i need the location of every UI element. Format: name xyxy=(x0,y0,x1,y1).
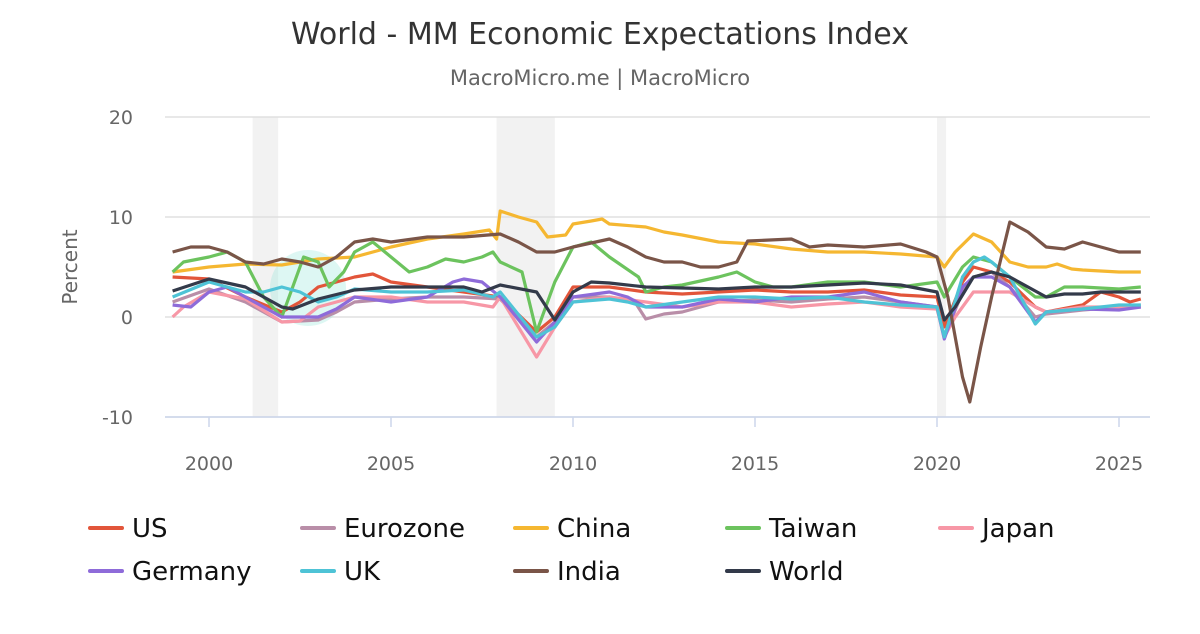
y-tick-label: 20 xyxy=(109,107,133,129)
legend-label: Germany xyxy=(132,557,252,587)
series-line-uk xyxy=(171,255,1141,339)
legend-item-china[interactable]: China xyxy=(513,514,631,544)
legend-label: Taiwan xyxy=(768,514,857,544)
legend-label: World xyxy=(769,557,844,587)
y-axis-label: Percent xyxy=(58,229,82,304)
x-tick-label: 2015 xyxy=(731,453,779,475)
recession-band xyxy=(252,117,279,417)
series-line-japan xyxy=(171,290,1141,359)
legend-item-germany[interactable]: Germany xyxy=(88,557,252,587)
legend-label: Eurozone xyxy=(344,514,465,544)
series-line-world xyxy=(172,270,1141,322)
series-line-germany xyxy=(172,275,1142,344)
y-tick-label: 0 xyxy=(121,307,133,329)
x-tick-label: 2020 xyxy=(913,453,961,475)
legend-label: US xyxy=(132,514,168,544)
x-tick-label: 2000 xyxy=(185,453,233,475)
x-tick-label: 2025 xyxy=(1095,453,1143,475)
legend-item-world[interactable]: World xyxy=(725,557,844,587)
legend-item-india[interactable]: India xyxy=(513,557,621,587)
recession-band xyxy=(937,117,947,417)
y-tick-label: 10 xyxy=(109,207,133,229)
x-tick-label: 2010 xyxy=(549,453,597,475)
x-tick-label: 2005 xyxy=(367,453,415,475)
legend-item-japan[interactable]: Japan xyxy=(938,514,1055,544)
legend-label: India xyxy=(557,557,621,587)
recession-band xyxy=(496,117,555,417)
legend-label: China xyxy=(557,514,631,544)
legend-label: UK xyxy=(344,557,381,587)
legend-item-eurozone[interactable]: Eurozone xyxy=(300,514,465,544)
y-tick-label: -10 xyxy=(102,407,133,429)
series-line-china xyxy=(172,209,1141,274)
legend-item-uk[interactable]: UK xyxy=(300,557,381,587)
series-line-india xyxy=(172,220,1141,404)
chart-title: World - MM Economic Expectations Index xyxy=(291,17,909,52)
legend-label: Japan xyxy=(980,514,1055,544)
legend-item-taiwan[interactable]: Taiwan xyxy=(725,514,857,544)
chart-subtitle: MacroMicro.me | MacroMicro xyxy=(450,66,750,91)
legend-item-us[interactable]: US xyxy=(88,514,168,544)
